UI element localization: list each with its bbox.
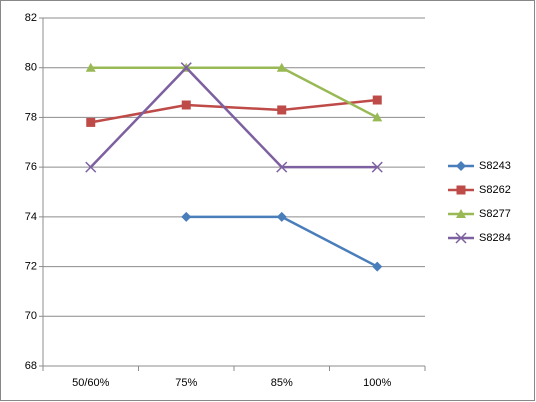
y-tick-label: 70: [25, 310, 37, 322]
marker: [372, 261, 383, 272]
marker: [372, 112, 383, 122]
series-line: [90, 66, 378, 119]
y-tick-label: 80: [25, 62, 37, 74]
legend-label: S8284: [479, 232, 511, 244]
marker: [85, 161, 97, 173]
legend-label: S8243: [479, 160, 511, 172]
marker: [277, 105, 287, 115]
y-tick-label: 74: [25, 211, 37, 223]
legend-label: S8262: [479, 184, 511, 196]
series-line: [89, 65, 378, 169]
x-tick-label: 75%: [175, 377, 197, 389]
series: [181, 211, 383, 272]
marker: [456, 161, 466, 171]
y-tick-label: 82: [25, 12, 37, 24]
marker: [371, 161, 383, 173]
marker: [276, 62, 287, 72]
marker: [86, 117, 96, 127]
x-tick-label: 100%: [363, 377, 391, 389]
x-tick-label: 50/60%: [72, 377, 110, 389]
marker: [85, 62, 96, 72]
x-tick-label: 85%: [271, 377, 293, 389]
legend-label: S8277: [479, 208, 511, 220]
marker: [456, 209, 466, 218]
marker: [181, 211, 192, 222]
y-tick-label: 76: [25, 161, 37, 173]
marker: [276, 211, 287, 222]
marker: [181, 100, 191, 110]
series-line: [90, 98, 378, 124]
marker: [456, 185, 466, 195]
series: [86, 95, 382, 127]
marker: [455, 232, 467, 244]
marker: [180, 62, 192, 74]
y-tick-label: 68: [25, 360, 37, 372]
y-tick-label: 72: [25, 260, 37, 272]
series: [85, 62, 383, 173]
marker: [276, 161, 288, 173]
y-tick-label: 78: [25, 111, 37, 123]
marker: [372, 95, 382, 105]
